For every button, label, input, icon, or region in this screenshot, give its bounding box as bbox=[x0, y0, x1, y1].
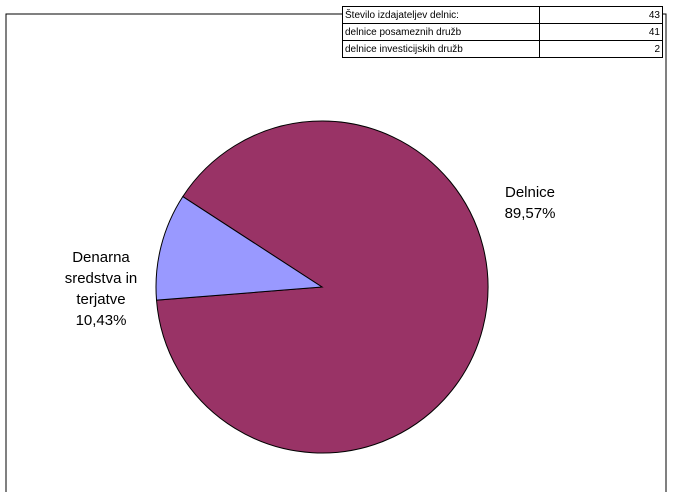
category-label: Delnice bbox=[504, 184, 556, 201]
table-row: delnice investicijskih družb 2 bbox=[342, 40, 663, 58]
info-table: Število izdajateljev delnic: 43 delnice po… bbox=[342, 6, 663, 58]
chart-frame bbox=[5, 13, 667, 492]
row-label: delnice investicijskih družb bbox=[342, 40, 540, 58]
category-label: Denarna sredstva in terjatve bbox=[64, 249, 138, 308]
slice-label: Denarna sredstva in terjatve 10,43% bbox=[51, 247, 151, 331]
row-value: 43 bbox=[539, 6, 663, 24]
value-label: 89,57% bbox=[504, 205, 556, 222]
row-label: delnice posameznih družb bbox=[342, 23, 540, 41]
slice-label: Delnice 89,57% bbox=[480, 182, 580, 224]
row-value: 2 bbox=[539, 40, 663, 58]
table-row: Število izdajateljev delnic: 43 bbox=[342, 6, 663, 24]
row-value: 41 bbox=[539, 23, 663, 41]
pie-slice bbox=[155, 195, 324, 301]
row-label: Število izdajateljev delnic: bbox=[342, 6, 540, 24]
table-row: delnice posameznih družb 41 bbox=[342, 23, 663, 41]
value-label: 10,43% bbox=[75, 312, 127, 329]
